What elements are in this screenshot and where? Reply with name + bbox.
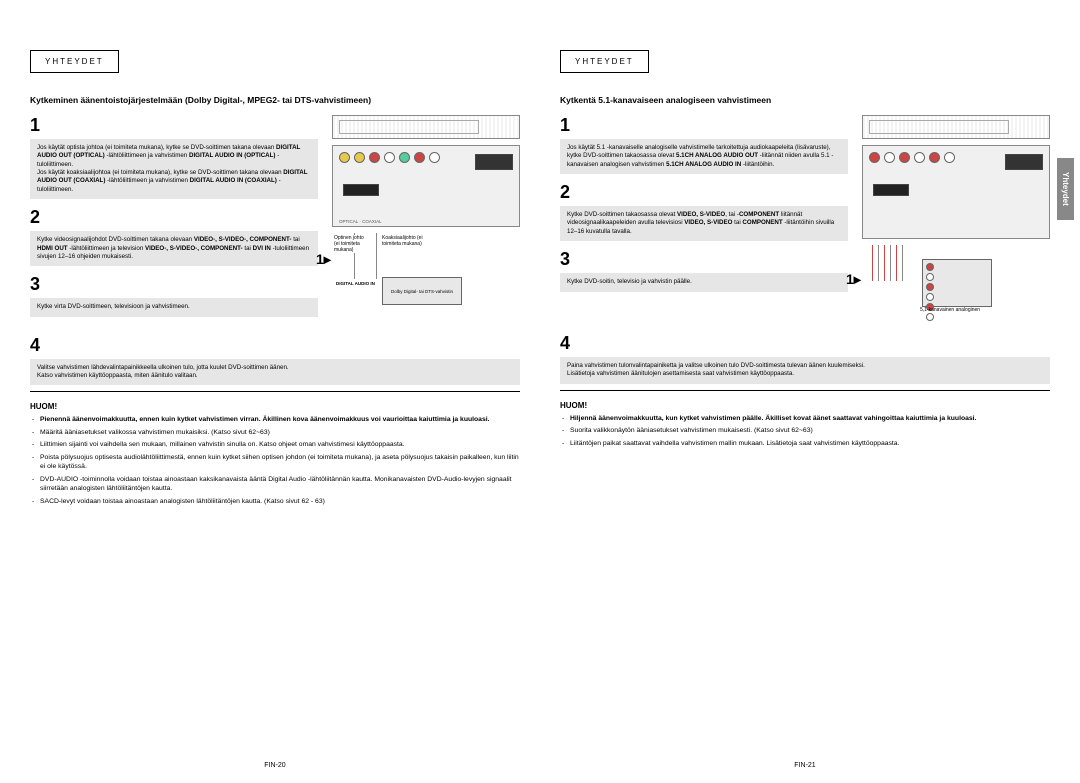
step-4: 4 Paina vahvistimen tulonvalintapainiket… (560, 333, 1050, 384)
cables-diagram: 1▸ Optinen johto (ei toimiteta mukana) K… (332, 233, 520, 303)
amplifier-box: Dolby Digital- tai DTS-vahvistin (382, 277, 462, 305)
step-3: 3 Kytke virta DVD-soittimeen, televisioo… (30, 274, 318, 316)
step-num: 1 (30, 115, 318, 136)
left-steps-area: 1 Jos käytät optista johtoa (ei toimitet… (30, 115, 520, 317)
side-tab: Yhteydet (1057, 158, 1074, 220)
step-text: Paina vahvistimen tulonvalintapainiketta… (560, 357, 1050, 384)
left-diagram: OPTICAL · COAXIAL 1▸ Optinen johto (ei t… (332, 115, 520, 317)
step-num: 4 (30, 335, 520, 356)
step-text: Valitse vahvistimen lähdevalintapainikke… (30, 359, 520, 386)
step-1: 1 Jos käytät 5.1 -kanavaiselle analogise… (560, 115, 848, 174)
cable-label-coax: Koaksiaalijohto (ei toimiteta mukana) (382, 235, 426, 247)
ports-diagram (862, 145, 1050, 239)
left-steps: 1 Jos käytät optista johtoa (ei toimitet… (30, 115, 318, 317)
note-item: SACD-levyt voidaan toistaa ainoastaan an… (30, 497, 520, 507)
left-title: Kytkeminen äänentoistojärjestelmään (Dol… (30, 95, 520, 105)
step-text: Jos käytät optista johtoa (ei toimiteta … (30, 139, 318, 199)
left-notes: Pienennä äänenvoimakkuutta, ennen kuin k… (30, 415, 520, 509)
right-steps-area: 1 Jos käytät 5.1 -kanavaiselle analogise… (560, 115, 1050, 315)
optical-label: OPTICAL · COAXIAL (339, 219, 382, 224)
rear-panel-diagram (862, 115, 1050, 139)
arrow-indicator: 1▸ (316, 251, 331, 268)
amplifier-box (922, 259, 992, 307)
step-text: Kytke DVD-soitin, televisio ja vahvistin… (560, 273, 848, 291)
rear-panel-diagram (332, 115, 520, 139)
note-item: Poista pölysuojus optisesta audiolähtöli… (30, 453, 520, 472)
note-item: Liittimien sijainti voi vaihdella sen mu… (30, 440, 520, 450)
left-page: Yhteydet Kytkeminen äänentoistojärjestel… (30, 50, 520, 753)
step-num: 2 (560, 182, 848, 203)
right-steps: 1 Jos käytät 5.1 -kanavaiselle analogise… (560, 115, 848, 315)
step-num: 3 (560, 249, 848, 270)
arrow-indicator: 1▸ (846, 271, 861, 288)
step-text: Kytke virta DVD-soittimeen, televisioon … (30, 298, 318, 316)
left-header: Yhteydet (30, 50, 119, 73)
note-item: Hiljennä äänenvoimakkuutta, kun kytket v… (560, 414, 1050, 424)
note-item: DVD-AUDIO -toiminnolla voidaan toistaa a… (30, 475, 520, 494)
step-num: 4 (560, 333, 1050, 354)
step-1: 1 Jos käytät optista johtoa (ei toimitet… (30, 115, 318, 199)
step-text: Kytke DVD-soittimen takaosassa olevat VI… (560, 206, 848, 241)
divider (30, 391, 520, 392)
page-number: FIN-21 (794, 762, 815, 769)
step-num: 2 (30, 207, 318, 228)
cable-label-optical: Optinen johto (ei toimiteta mukana) (334, 235, 368, 253)
right-notes: Hiljennä äänenvoimakkuutta, kun kytket v… (560, 414, 1050, 452)
page-spread: Yhteydet Kytkeminen äänentoistojärjestel… (0, 0, 1080, 783)
right-diagram: 1▸ 5,1-kanavainen analoginen (862, 115, 1050, 315)
step-text: Kytke videosignaalijohdot DVD-soittimen … (30, 231, 318, 266)
step-num: 3 (30, 274, 318, 295)
step-4: 4 Valitse vahvistimen lähdevalintapainik… (30, 335, 520, 386)
amp-label: 5,1-kanavainen analoginen (920, 307, 980, 313)
step-text: Jos käytät 5.1 -kanavaiselle analogisell… (560, 139, 848, 174)
step-num: 1 (560, 115, 848, 136)
note-item: Määritä ääniasetukset valikossa vahvisti… (30, 428, 520, 438)
step-3: 3 Kytke DVD-soitin, televisio ja vahvist… (560, 249, 848, 291)
right-header: Yhteydet (560, 50, 649, 73)
note-item: Suorita valikkonäytön ääniasetukset vahv… (560, 426, 1050, 436)
huom-title: HUOM! (560, 401, 1050, 410)
right-page: Yhteydet Kytkentä 5.1-kanavaiseen analog… (560, 50, 1050, 753)
ports-diagram: OPTICAL · COAXIAL (332, 145, 520, 227)
audio-in-label: DIGITAL AUDIO IN (336, 281, 375, 286)
huom-title: HUOM! (30, 402, 520, 411)
note-item: Pienennä äänenvoimakkuutta, ennen kuin k… (30, 415, 520, 425)
note-item: Liitäntöjen paikat saattavat vaihdella v… (560, 439, 1050, 449)
page-number: FIN-20 (264, 762, 285, 769)
divider (560, 390, 1050, 391)
right-title: Kytkentä 5.1-kanavaiseen analogiseen vah… (560, 95, 1050, 105)
step-2: 2 Kytke videosignaalijohdot DVD-soittime… (30, 207, 318, 266)
cables-diagram: 1▸ 5,1-kanavainen analoginen (862, 245, 1050, 315)
step-2: 2 Kytke DVD-soittimen takaosassa olevat … (560, 182, 848, 241)
